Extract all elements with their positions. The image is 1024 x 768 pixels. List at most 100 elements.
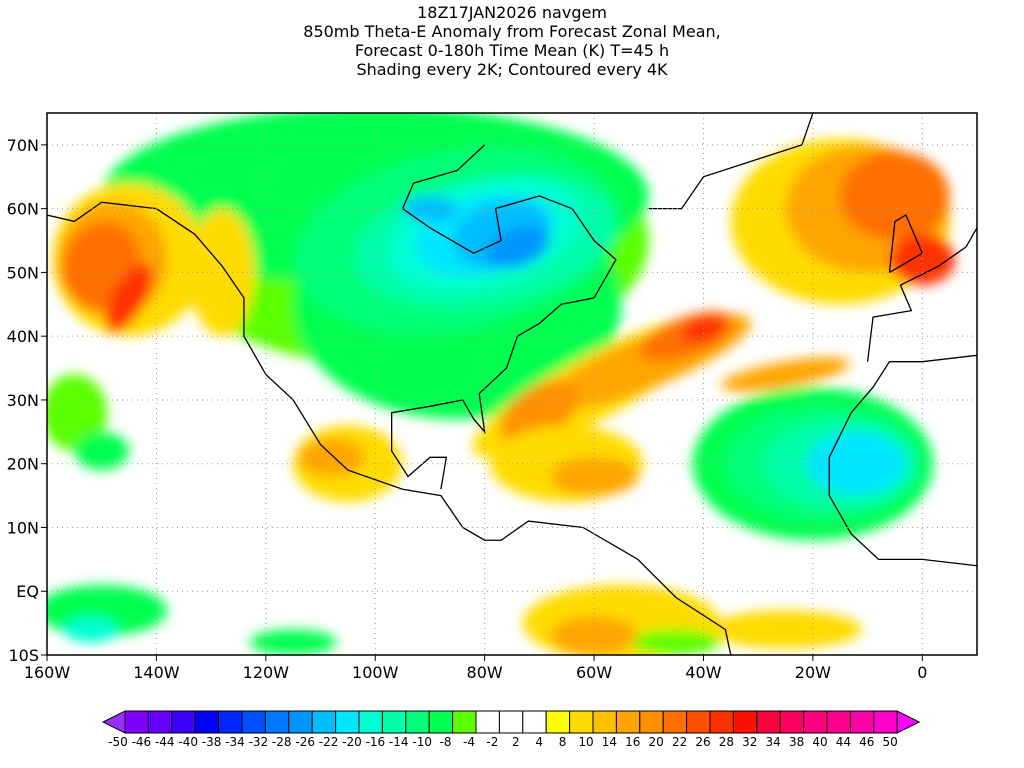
x-tick-label: 20W — [795, 663, 831, 682]
y-tick-label: 20N — [7, 455, 39, 474]
shading-region — [63, 616, 119, 643]
colorbar-box — [264, 710, 290, 734]
coastline — [390, 425, 448, 490]
colorbar-label: -38 — [202, 735, 222, 749]
colorbar-label: -50 — [108, 735, 128, 749]
theta-e-shading — [47, 113, 956, 655]
colorbar-label: 28 — [719, 735, 734, 749]
x-tick-label: 40W — [685, 663, 721, 682]
colorbar-box — [686, 710, 711, 734]
shading-region — [249, 629, 337, 655]
colorbar-label: 16 — [625, 735, 640, 749]
colorbar-box — [335, 710, 360, 734]
x-tick-label: 100W — [352, 663, 399, 682]
coastlines — [47, 113, 977, 655]
colorbar-label: 2 — [512, 735, 520, 749]
colorbar-label: 4 — [535, 735, 543, 749]
colorbar-label: 32 — [742, 735, 757, 749]
shading-region — [807, 431, 906, 496]
colorbar-box — [241, 710, 266, 734]
title-line-3: Forecast 0-180h Time Mean (K) T=45 h — [354, 41, 670, 60]
colorbar-box — [194, 710, 220, 734]
coastline — [648, 113, 814, 210]
colorbar-label: -40 — [178, 735, 198, 749]
colorbar: -50 -46 -44 -40 -38 -34 -32 -2 8 -26 -22 -20 -16 -14-… — [101, 710, 921, 749]
coastline — [888, 214, 924, 273]
colorbar-label: 34 — [766, 735, 781, 749]
coastline — [866, 227, 977, 362]
colorbar-low-arrow — [101, 710, 126, 734]
y-tick-label: 70N — [7, 136, 39, 155]
colorbar-label: -14 — [389, 735, 409, 749]
colorbar-label: -34 — [225, 735, 245, 749]
axes: 160W 140W 120W 100W 80W 60W 40W 20W 0 10S EQ 10N 20N… — [7, 136, 928, 682]
colorbar-box — [803, 710, 828, 734]
y-tick-label: 40N — [7, 327, 39, 346]
colorbar-box — [849, 710, 875, 734]
colorbar-label: -20 — [342, 735, 362, 749]
colorbar-box — [171, 710, 196, 734]
title-line-1: 18Z17JAN2026 navgem — [417, 3, 607, 22]
colorbar-label: -10 — [412, 735, 432, 749]
colorbar-box — [147, 710, 173, 734]
colorbar-box — [405, 710, 430, 734]
colorbar-label: 10 — [578, 735, 593, 749]
shading-region — [105, 263, 153, 333]
chart-title: 18Z17JAN2026 navgem 850mb Theta-E Anomal… — [0, 3, 1024, 79]
colorbar-label: 40 — [812, 735, 827, 749]
y-tick-label: 30N — [7, 391, 39, 410]
shading-region — [402, 195, 458, 222]
colorbar-label: -2 — [486, 735, 498, 749]
y-tick-label: EQ — [16, 582, 39, 601]
colorbar-box — [826, 710, 851, 734]
colorbar-box — [311, 710, 337, 734]
title-line-2: 850mb Theta-E Anomaly from Forecast Zona… — [303, 22, 721, 41]
x-tick-label: 80W — [467, 663, 503, 682]
colorbar-label: 26 — [695, 735, 710, 749]
y-tick-label: 50N — [7, 263, 39, 282]
colorbar-box — [545, 710, 571, 734]
shading-region — [298, 438, 365, 477]
colorbar-box — [498, 710, 524, 734]
shading-region — [720, 357, 851, 392]
colorbar-box — [779, 710, 805, 734]
x-tick-label: 160W — [24, 663, 71, 682]
coastline — [828, 354, 977, 496]
x-tick-label: 60W — [576, 663, 612, 682]
colorbar-label: -16 — [366, 735, 386, 749]
colorbar-box — [218, 710, 243, 734]
colorbar-label: -32 — [249, 735, 269, 749]
coastline — [390, 144, 617, 434]
gridlines — [47, 113, 977, 655]
y-tick-label: 10S — [8, 646, 39, 665]
colorbar-label: -46 — [132, 735, 152, 749]
colorbar-label: 38 — [789, 735, 804, 749]
x-tick-label: 0 — [917, 663, 927, 682]
colorbar-box — [873, 710, 898, 734]
shading-region — [632, 629, 720, 655]
colorbar-box — [428, 710, 454, 734]
colorbar-label: -22 — [319, 735, 339, 749]
shading-region — [550, 616, 638, 655]
coastline — [47, 201, 732, 655]
colorbar-box — [452, 710, 477, 734]
colorbar-label: -44 — [155, 735, 175, 749]
colorbar-label: 44 — [836, 735, 851, 749]
colorbar-box — [709, 710, 734, 734]
colorbar-label: 20 — [649, 735, 664, 749]
colorbar-box — [756, 710, 781, 734]
x-tick-label: 140W — [133, 663, 180, 682]
colorbar-box — [732, 710, 758, 734]
colorbar-label: 46 — [859, 735, 874, 749]
colorbar-box — [522, 710, 547, 734]
colorbar-label: -26 — [295, 735, 315, 749]
colorbar-box — [639, 710, 664, 734]
title-line-4: Shading every 2K; Contoured every 4K — [356, 60, 668, 79]
colorbar-box — [569, 710, 594, 734]
x-tick-label: 120W — [243, 663, 290, 682]
shading-region — [708, 610, 863, 649]
colorbar-box — [615, 710, 641, 734]
colorbar-label: 8 — [559, 735, 567, 749]
shading-region — [889, 234, 956, 286]
